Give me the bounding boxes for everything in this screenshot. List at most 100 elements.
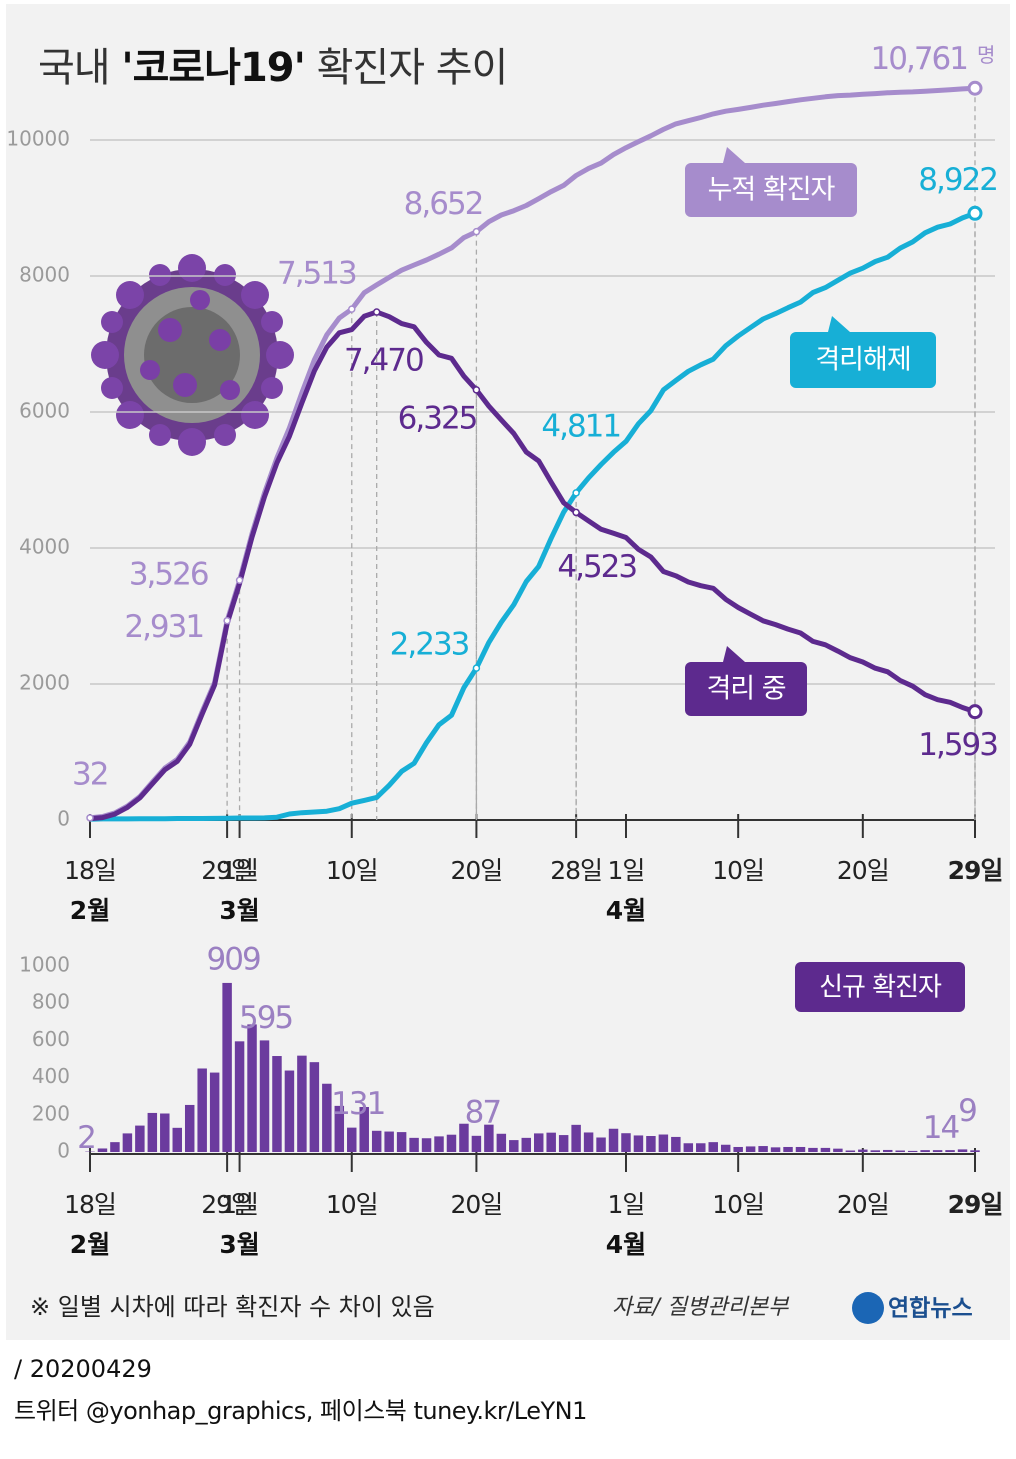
x-tick-label: 20일 — [837, 1190, 889, 1219]
series-line — [89, 309, 976, 822]
value-label: 7,470 — [344, 343, 423, 379]
bar — [970, 1150, 980, 1152]
x-tick-label: 20일 — [451, 1190, 503, 1219]
bar — [396, 1132, 407, 1152]
point — [572, 508, 580, 517]
point — [967, 205, 983, 221]
bar — [334, 1105, 345, 1152]
x-tick-label: 10일 — [326, 856, 378, 885]
title-part: 확진자 추이 — [305, 45, 507, 91]
bar — [845, 1150, 856, 1152]
bar — [484, 1124, 494, 1152]
bar — [621, 1133, 631, 1152]
y-tick-label: 1000 — [19, 953, 70, 977]
legend-box — [790, 332, 936, 388]
bar — [571, 1124, 581, 1152]
value-label: 3,526 — [129, 557, 208, 593]
point — [572, 489, 580, 497]
bar — [820, 1147, 831, 1152]
point — [372, 308, 381, 316]
value-label: 2,233 — [390, 627, 469, 663]
source: 자료/ 질병관리본부 — [612, 1295, 790, 1320]
bar — [284, 1070, 295, 1152]
bar — [646, 1136, 656, 1152]
bar — [421, 1138, 432, 1152]
month-label: 2월 — [70, 1230, 110, 1259]
bar — [858, 1149, 868, 1152]
y-tick-label: 6000 — [19, 399, 70, 423]
social: 트위터 @yonhap_graphics, 페이스북 tuney.kr/LeYN… — [14, 1397, 587, 1425]
x-tick-label: 1일 — [608, 856, 645, 885]
bar — [122, 1133, 133, 1152]
bar — [833, 1148, 843, 1152]
legend-box — [685, 662, 807, 716]
bar — [197, 1068, 207, 1152]
bar — [496, 1133, 507, 1152]
x-tick-label: 29일 — [201, 1190, 253, 1219]
bar — [509, 1140, 519, 1152]
bar — [596, 1137, 606, 1152]
x-tick-label: 10일 — [712, 1190, 764, 1219]
y-tick-label: 8000 — [19, 263, 70, 287]
bar — [883, 1149, 893, 1152]
bar — [608, 1128, 619, 1152]
month-label: 3월 — [219, 896, 259, 925]
value-label: 1,593 — [918, 727, 997, 763]
virus-illustration — [91, 254, 294, 456]
bar — [521, 1137, 532, 1152]
x-tick-label: 1일 — [221, 856, 258, 885]
bar — [347, 1127, 357, 1152]
title-box — [795, 962, 965, 1012]
bar — [696, 1143, 706, 1152]
bar — [932, 1150, 943, 1152]
bar — [658, 1134, 669, 1152]
brand: 연합뉴스 — [888, 1296, 973, 1322]
x-tick-label: 28일 — [550, 856, 602, 885]
y-tick-label: 2000 — [19, 671, 70, 695]
legend-label: 격리 중 — [706, 674, 785, 705]
value-label: 909 — [207, 941, 260, 977]
value-label: 2,931 — [124, 609, 203, 645]
y-tick-label: 600 — [32, 1027, 70, 1051]
x-tick-label: 20일 — [837, 856, 889, 885]
value-label: 8,922 — [918, 162, 997, 198]
title-part: '코로나19' — [121, 45, 305, 91]
legend-pointer — [723, 147, 745, 163]
bar — [758, 1146, 768, 1152]
value-label: 9 — [958, 1093, 976, 1129]
value-label: 10,761 — [871, 41, 967, 77]
value-label: 595 — [239, 1000, 292, 1036]
x-tick-label: 29일 — [948, 856, 1003, 885]
bar — [745, 1146, 756, 1152]
y-tick-label: 400 — [32, 1064, 70, 1088]
title-part: 국내 — [38, 45, 121, 91]
point — [348, 305, 356, 313]
bar — [795, 1146, 806, 1152]
bar — [671, 1136, 681, 1152]
bar — [297, 1055, 307, 1152]
y-tick-label: 0 — [57, 1139, 70, 1163]
bar — [633, 1135, 644, 1152]
bar — [172, 1127, 182, 1152]
bar — [783, 1146, 793, 1152]
bar — [583, 1132, 594, 1152]
bar — [147, 1112, 158, 1152]
bar — [322, 1083, 332, 1152]
x-tick-label: 20일 — [451, 856, 503, 885]
x-tick-label: 10일 — [326, 1190, 378, 1219]
bar — [558, 1135, 569, 1152]
bar — [222, 982, 232, 1152]
series-line — [89, 210, 976, 822]
unit-label: 명 — [977, 43, 995, 67]
bar — [309, 1062, 320, 1152]
point — [472, 664, 481, 672]
x-tick-label: 18일 — [64, 856, 116, 885]
bar — [409, 1137, 419, 1152]
legend-box — [685, 163, 857, 217]
month-label: 2월 — [70, 896, 110, 925]
x-tick-label: 10일 — [712, 856, 764, 885]
bar — [371, 1130, 382, 1152]
bar — [272, 1056, 282, 1152]
point — [86, 814, 94, 822]
